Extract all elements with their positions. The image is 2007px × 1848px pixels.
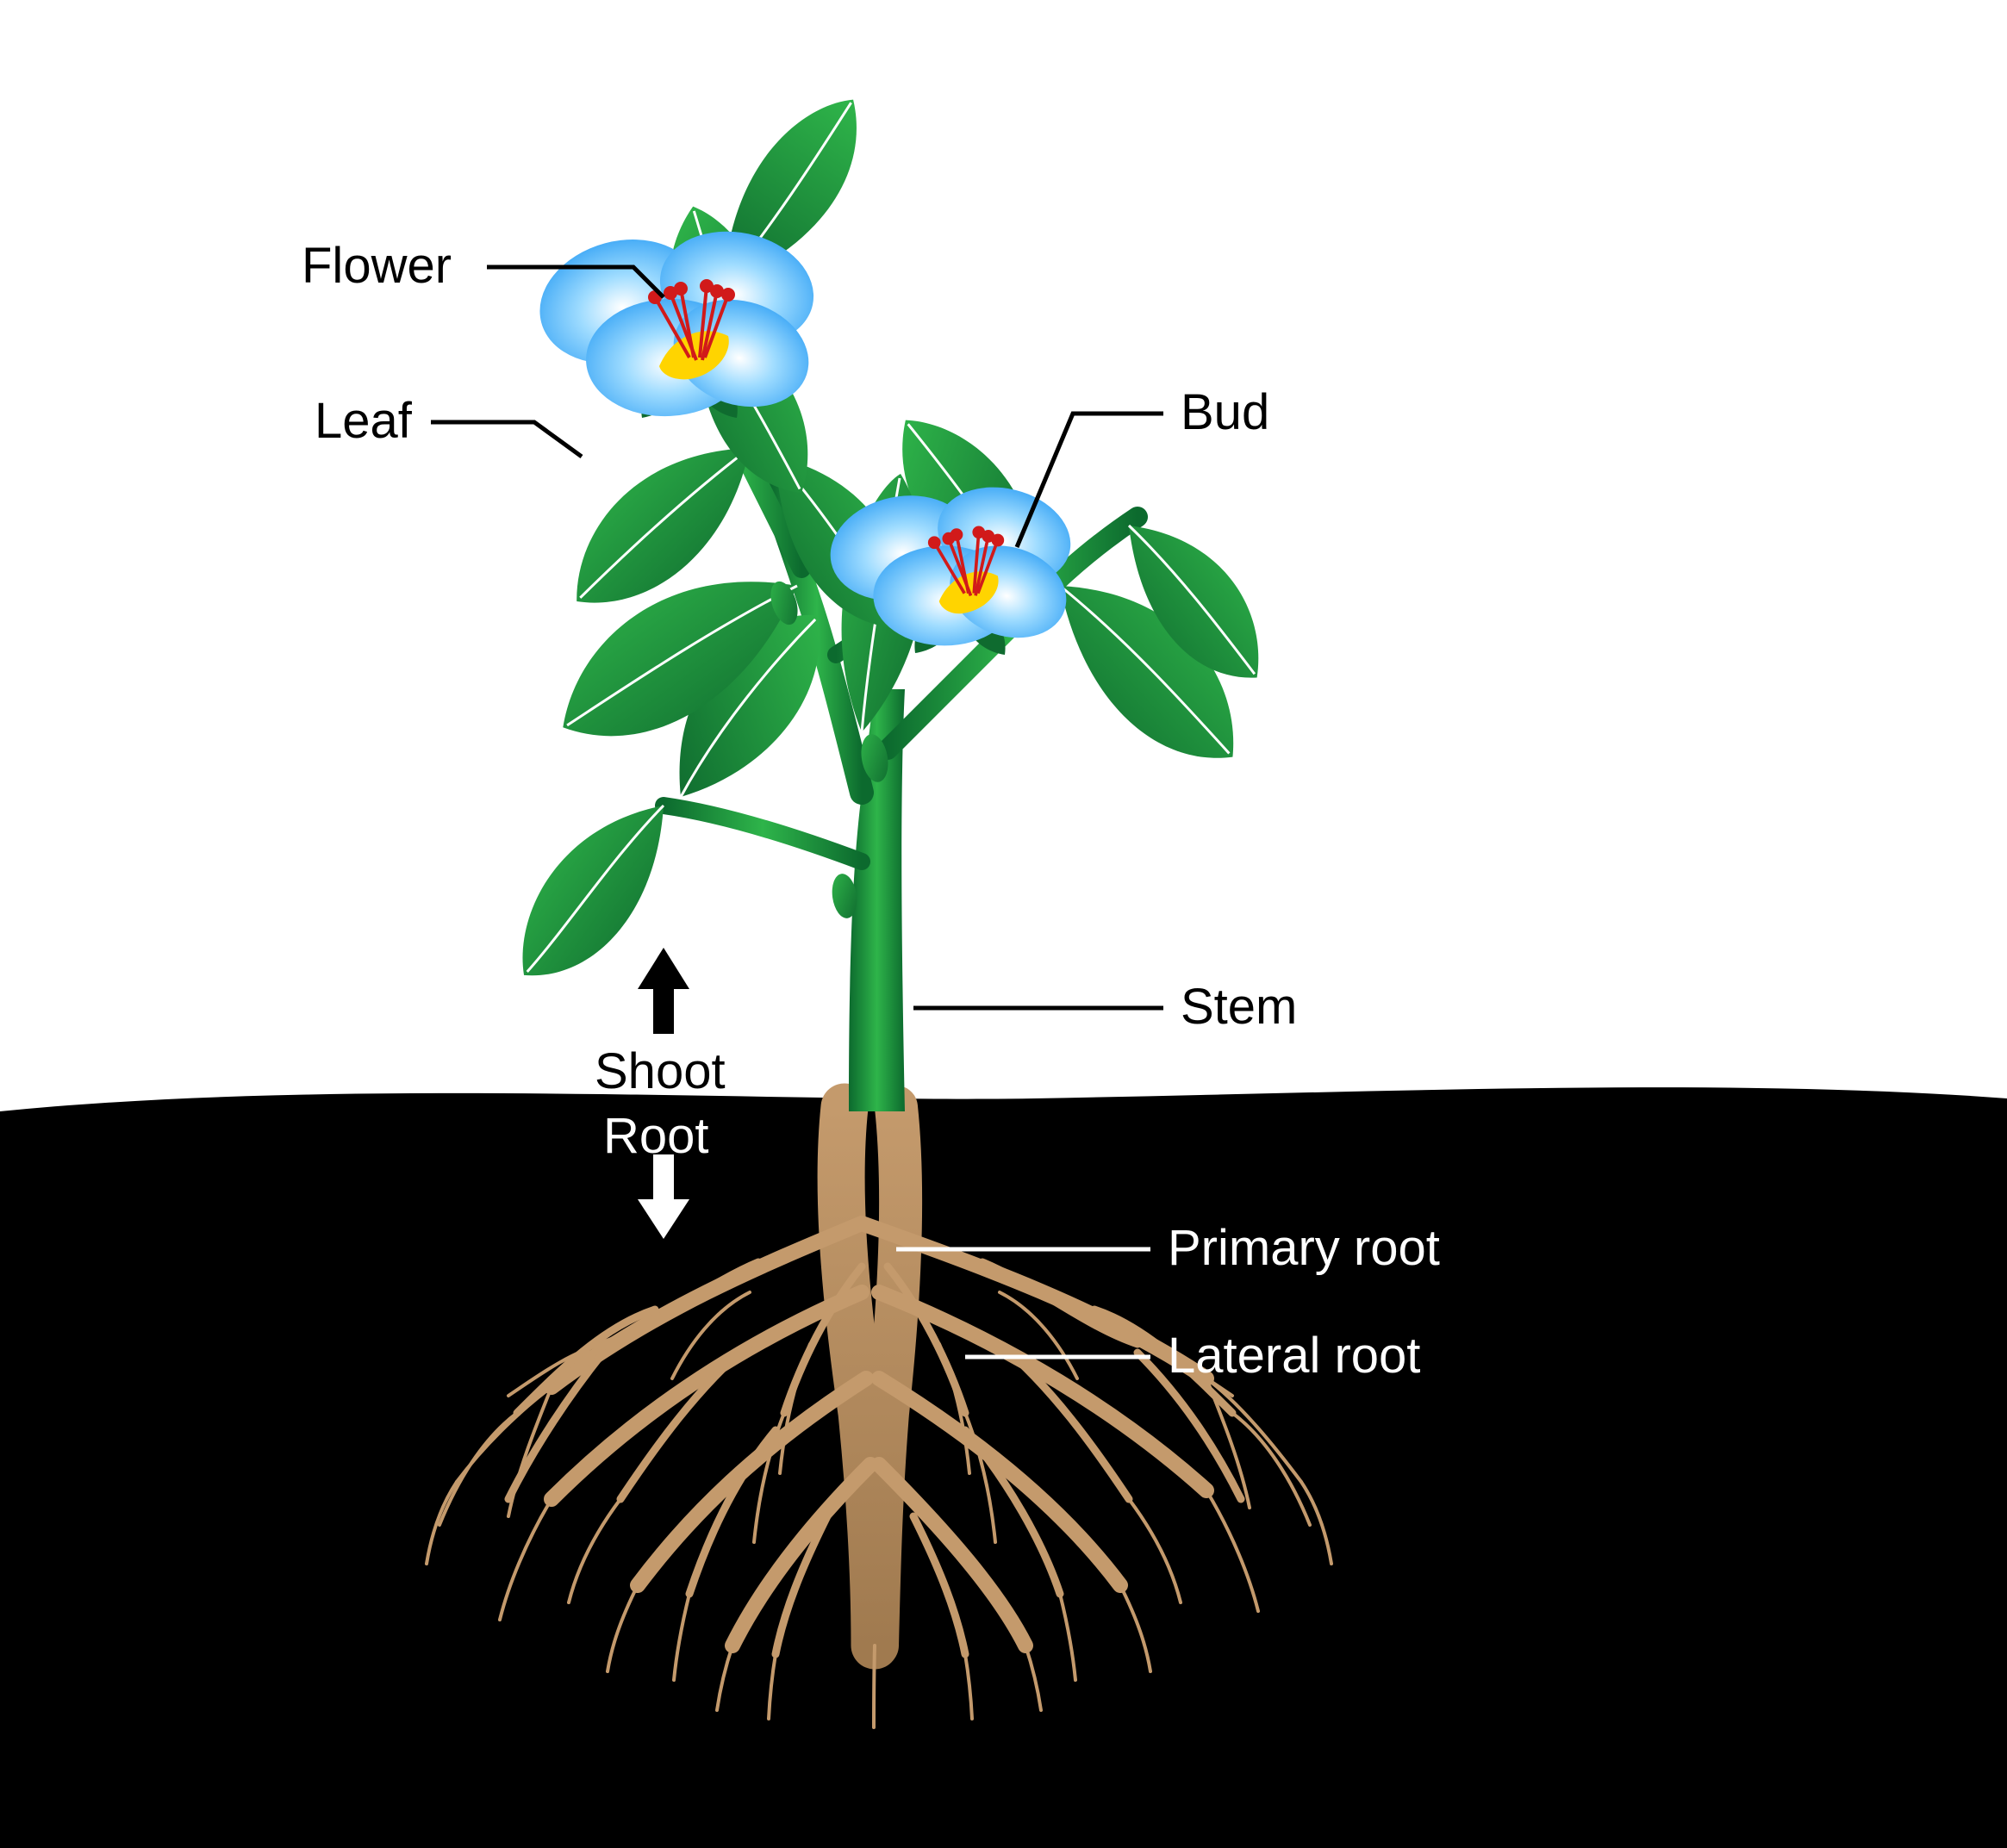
label-shoot: Shoot	[595, 1047, 726, 1097]
label-root: Root	[603, 1111, 709, 1161]
plant-anatomy-diagram: Flower Leaf Bud Stem Shoot Root Primary …	[0, 0, 2007, 1848]
label-flower: Flower	[302, 241, 452, 291]
label-stem: Stem	[1181, 982, 1297, 1032]
label-leaf: Leaf	[315, 396, 412, 446]
label-lateral-root: Lateral root	[1168, 1331, 1420, 1381]
label-primary-root: Primary root	[1168, 1223, 1440, 1273]
leader-leaf	[431, 422, 582, 457]
label-bud: Bud	[1181, 388, 1269, 438]
shoot-arrow-icon	[638, 948, 689, 1034]
